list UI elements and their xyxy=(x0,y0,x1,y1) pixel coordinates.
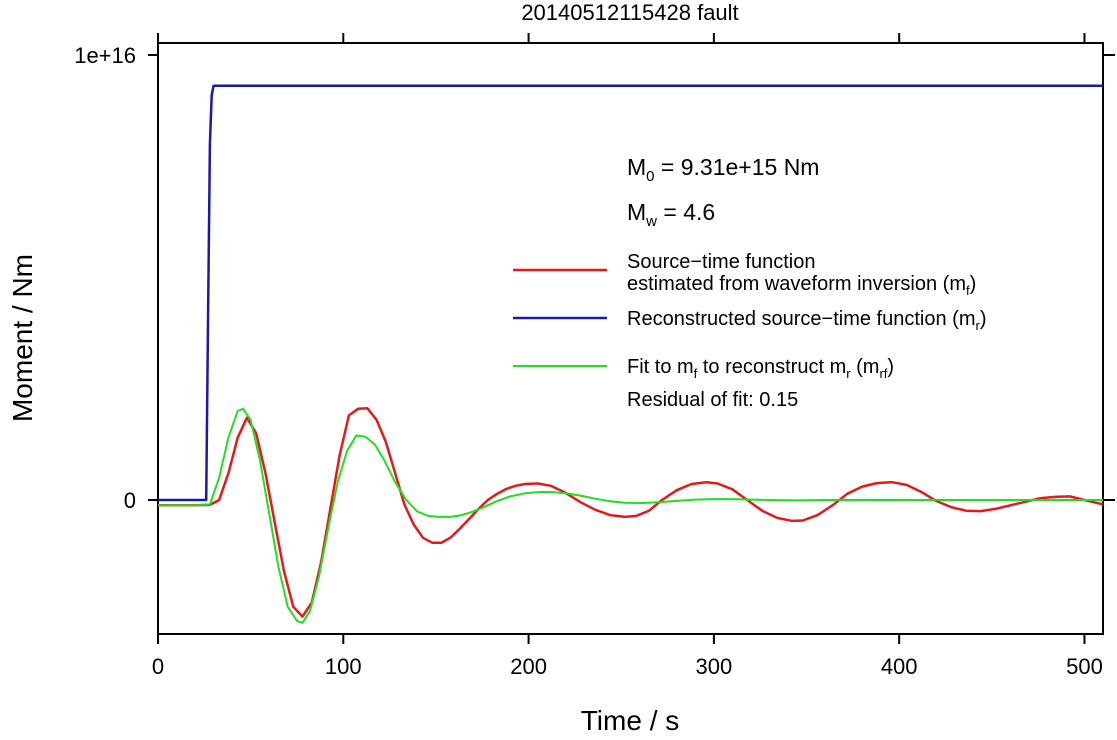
legend-label-source-time-function-line1: Source−time function xyxy=(627,251,815,273)
m0-subscript: 0 xyxy=(646,168,654,185)
x-tick-label-400: 400 xyxy=(881,654,918,679)
legend-text: Reconstructed source−time function (m xyxy=(627,308,976,330)
x-tick-label-100: 100 xyxy=(325,654,362,679)
legend-subscript: f xyxy=(966,283,970,298)
m0-main: M xyxy=(627,154,646,180)
series-line-fit xyxy=(158,407,1103,624)
y-tick-label-0: 1e+16 xyxy=(74,43,136,68)
legend-text: to reconstruct m xyxy=(697,356,846,378)
mw-subscript: w xyxy=(645,213,657,230)
m0-value: = 9.31e+15 Nm xyxy=(655,154,820,180)
residual-annotation: Residual of fit: 0.15 xyxy=(627,389,798,411)
ticks-layer: 0 100 200 300 400 500 1e+16 0 xyxy=(74,33,1115,679)
plot-frame xyxy=(157,42,1104,635)
legend-subscript: r xyxy=(846,366,851,381)
legend-text: ) xyxy=(970,273,977,295)
legend-label-source-time-function-line2: estimated from waveform inversion (mf) xyxy=(627,273,976,298)
legend-text: ) xyxy=(980,308,987,330)
x-tick-label-200: 200 xyxy=(510,654,547,679)
series-layer xyxy=(158,84,1104,624)
x-tick-label-300: 300 xyxy=(696,654,733,679)
x-tick-label-500: 500 xyxy=(1066,654,1103,679)
legend-text: ) xyxy=(887,356,894,378)
mw-value: = 4.6 xyxy=(657,199,715,225)
m0-annotation: M0 = 9.31e+15 Nm xyxy=(627,154,819,185)
x-axis-label: Time / s xyxy=(581,705,680,735)
y-tick-label-1: 0 xyxy=(124,488,136,513)
x-tick-label-0: 0 xyxy=(152,654,164,679)
series-line-source-time-function xyxy=(158,407,1104,618)
legend: Source−time function estimated from wave… xyxy=(513,251,987,411)
legend-subscript: rf xyxy=(879,366,887,381)
legend-label-fit: Fit to mf to reconstruct mr (mrf) xyxy=(627,356,894,381)
chart-title: 20140512115428 fault xyxy=(521,0,738,25)
legend-text: Fit to m xyxy=(627,356,694,378)
legend-subscript: r xyxy=(976,318,981,333)
series-line-reconstructed xyxy=(158,84,1103,502)
legend-subscript: f xyxy=(694,366,698,381)
legend-text: (m xyxy=(851,356,880,378)
mw-main: M xyxy=(627,199,646,225)
y-axis-label: Moment / Nm xyxy=(7,254,38,422)
legend-label-reconstructed: Reconstructed source−time function (mr) xyxy=(627,308,987,333)
legend-text: estimated from waveform inversion (m xyxy=(627,273,966,295)
mw-annotation: Mw = 4.6 xyxy=(627,199,715,230)
